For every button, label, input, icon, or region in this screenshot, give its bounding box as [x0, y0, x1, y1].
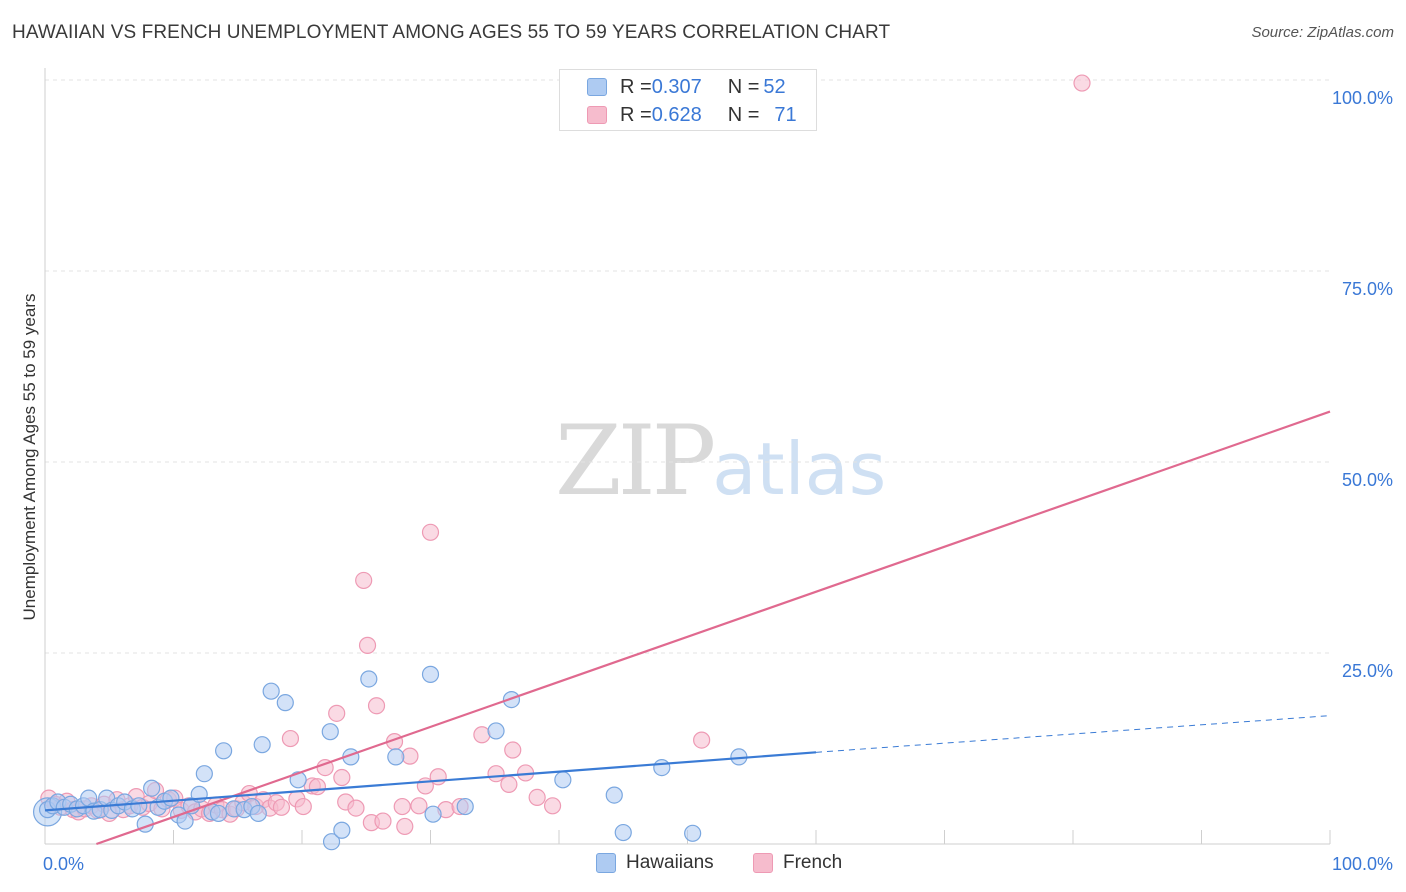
chart-title: HAWAIIAN VS FRENCH UNEMPLOYMENT AMONG AG…	[12, 22, 891, 43]
n-value: 52	[763, 75, 786, 98]
french-point	[421, 523, 440, 541]
r-label: R =	[620, 75, 652, 98]
hawaiians-point	[421, 665, 440, 683]
hawaiians-point	[215, 742, 233, 760]
hawaiians-point	[333, 821, 351, 839]
hawaiians-point	[262, 682, 280, 700]
y-axis-label: Unemployment Among Ages 55 to 59 years	[20, 294, 39, 621]
legend-row-french: R = 0.628 N = 71	[560, 101, 797, 129]
trend-lines	[44, 410, 1331, 846]
french-point	[355, 571, 373, 590]
hawaiians-point	[209, 804, 228, 823]
hawaiians-point	[253, 736, 271, 754]
french-point	[473, 726, 491, 744]
hawaiians-point	[321, 723, 339, 741]
blue-swatch-icon	[596, 853, 616, 873]
french-point	[272, 798, 291, 816]
legend-label: Hawaiians	[626, 852, 714, 873]
french-point	[347, 799, 365, 817]
hawaiians-point	[554, 771, 572, 789]
hawaiians-trend-line	[44, 751, 817, 812]
r-value: 0.307	[651, 75, 702, 98]
french-point	[504, 741, 522, 759]
hawaiians-point	[276, 694, 294, 712]
french-trend-line	[96, 410, 1331, 846]
n-value: 71	[774, 103, 797, 126]
watermark: ZIPatlas	[555, 405, 886, 517]
hawaiians-point	[360, 670, 378, 688]
french-point	[367, 697, 386, 715]
french-point	[487, 765, 505, 783]
source-credit: Source: ZipAtlas.com	[1251, 24, 1394, 41]
y-tick-label: 75.0%	[1342, 279, 1393, 299]
hawaiians-point	[249, 804, 267, 823]
hawaiians-point	[424, 805, 442, 823]
pink-swatch-icon	[753, 853, 773, 873]
legend-item-french: French	[753, 852, 842, 874]
legend-row-hawaiians: R = 0.307 N = 52	[560, 73, 786, 101]
french-point	[500, 775, 518, 794]
hawaiians-point	[143, 779, 161, 797]
n-label: N =	[727, 103, 760, 126]
hawaiians-point	[605, 786, 623, 804]
french-point	[393, 797, 411, 816]
r-label: R =	[620, 103, 652, 126]
hawaiians-trend-extension	[815, 715, 1331, 753]
n-label: N =	[727, 75, 760, 98]
legend-item-hawaiians: Hawaiians	[596, 852, 714, 874]
french-point	[528, 788, 546, 806]
french-point	[410, 797, 428, 815]
hawaiians-point	[162, 789, 180, 807]
hawaiians-point	[195, 765, 213, 783]
french-point	[693, 731, 711, 749]
tick-labels: 25.0% 50.0% 75.0% 100.0% 0.0% 100.0%	[43, 88, 1393, 874]
watermark-zip: ZIP	[555, 405, 716, 517]
pink-swatch-icon	[587, 106, 607, 124]
series-legend: Hawaiians French	[0, 852, 1406, 878]
y-tick-label: 25.0%	[1342, 661, 1393, 681]
hawaiians-point	[456, 797, 474, 816]
french-points	[40, 74, 1091, 836]
french-point	[1073, 74, 1091, 92]
french-point	[374, 812, 392, 830]
french-point	[333, 768, 351, 787]
x-tick-label: 0.0%	[43, 854, 84, 874]
hawaiians-point	[322, 833, 341, 851]
french-point	[396, 817, 414, 836]
french-point	[281, 729, 300, 748]
blue-swatch-icon	[587, 78, 607, 96]
hawaiians-point	[130, 797, 148, 815]
y-tick-label: 50.0%	[1342, 470, 1393, 490]
grid-lines	[45, 79, 1330, 654]
watermark-atlas: atlas	[712, 427, 887, 511]
french-point	[429, 768, 447, 786]
french-point	[543, 797, 562, 815]
french-point	[328, 704, 346, 722]
correlation-legend: R = 0.307 N = 52 R = 0.628 N = 71	[559, 69, 817, 131]
x-tick-label: 100.0%	[1332, 854, 1393, 874]
hawaiians-point	[387, 748, 405, 766]
hawaiians-point	[684, 824, 702, 842]
french-point	[358, 636, 377, 654]
legend-label: French	[783, 852, 843, 873]
french-point	[294, 797, 312, 816]
hawaiians-point	[653, 758, 671, 777]
axes	[44, 68, 1331, 845]
hawaiians-point	[614, 823, 632, 842]
french-point	[308, 778, 327, 796]
y-tick-label: 100.0%	[1332, 88, 1393, 108]
r-value: 0.628	[651, 103, 702, 126]
hawaiians-point	[487, 722, 505, 740]
